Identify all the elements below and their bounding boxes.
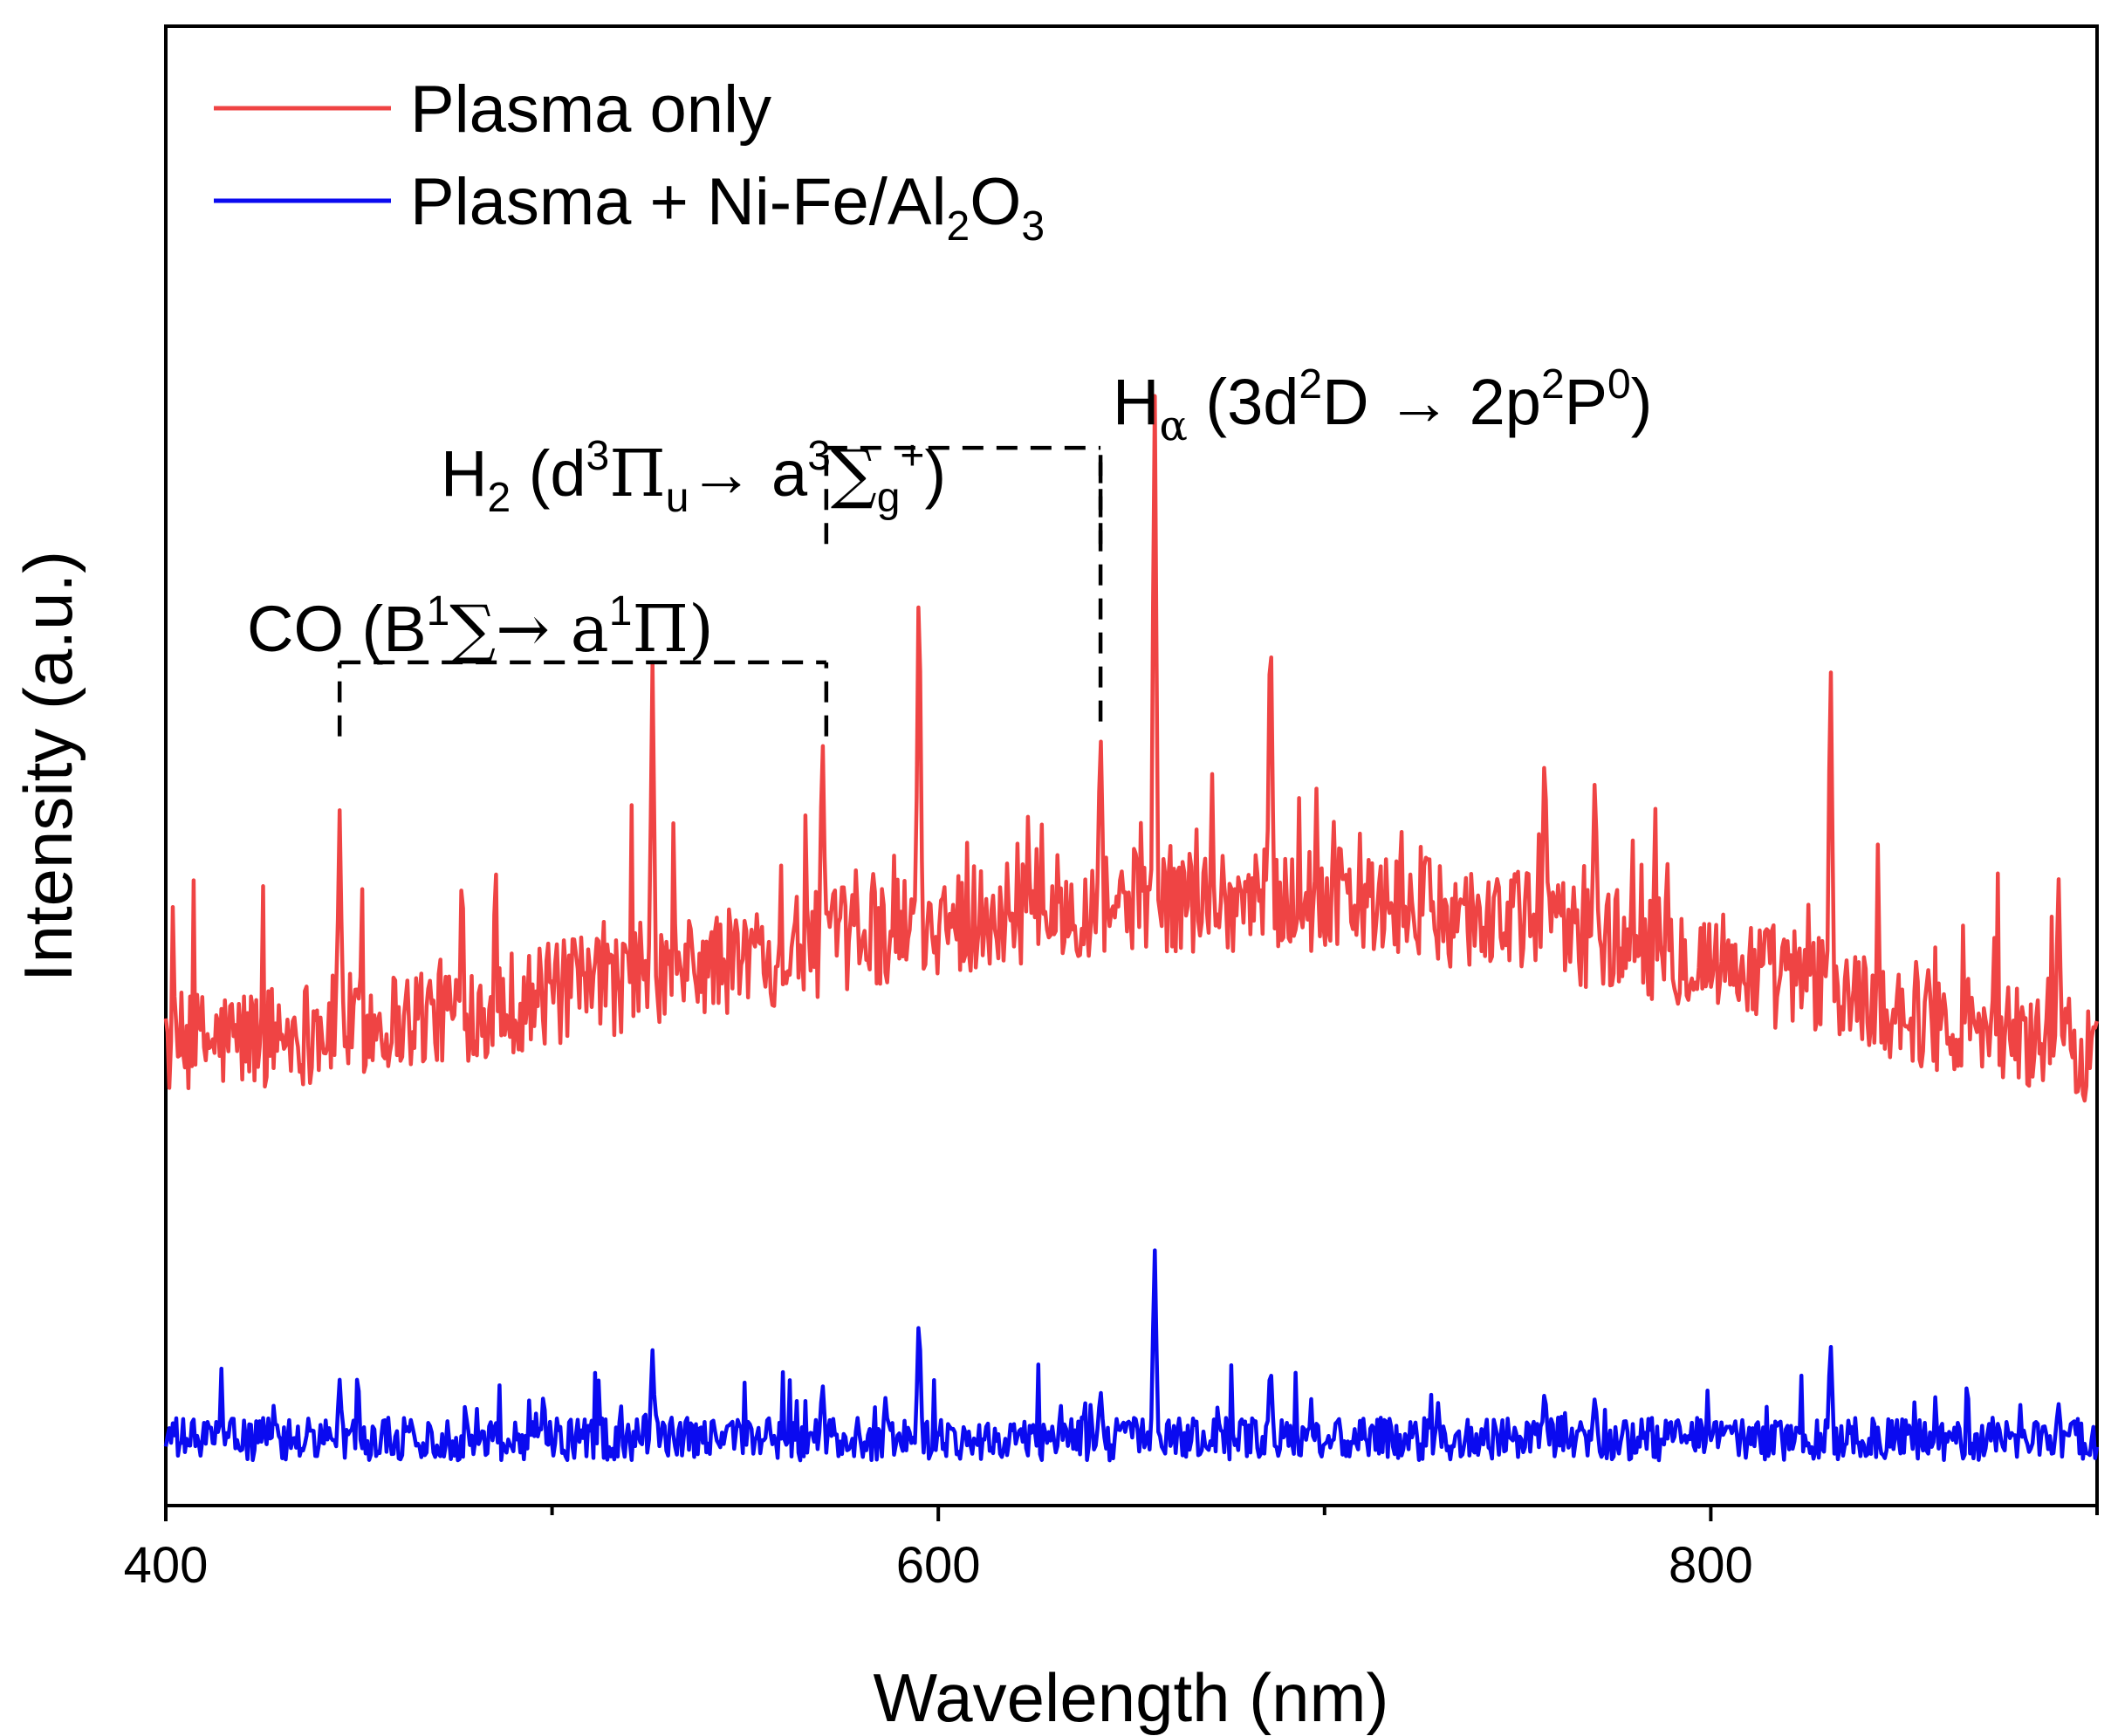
plot-frame (164, 24, 2099, 1507)
annotation-brackets (337, 445, 1103, 737)
legend: Plasma only Plasma + Ni-Fe/Al2O3 (214, 72, 1045, 250)
series-line-plasma-only (163, 394, 2099, 1103)
x-axis-ticks (164, 1506, 2099, 1521)
x-axis-title: Wavelength (nm) (874, 1659, 1389, 1736)
x-axis-tick-labels: 400 600 800 (124, 1537, 1753, 1594)
series-line-plasma-ni-fe (163, 1248, 2100, 1463)
annotation-co: CO (B1∑→ a1Π) (247, 588, 714, 667)
legend-label-plasma-ni-fe: Plasma + Ni-Fe/Al2O3 (410, 165, 1045, 250)
x-tick-label: 400 (124, 1537, 209, 1594)
annotation-h-alpha: Hα (3d2D → 2p2P0) (1113, 361, 1652, 450)
y-axis-title: Intensity (a.u.) (10, 551, 86, 982)
legend-label-plasma-only: Plasma only (410, 72, 771, 147)
annotation-h2: H2 (d3Πu→ a3∑g+) (441, 433, 946, 521)
x-tick-label: 800 (1669, 1537, 1753, 1594)
x-tick-label: 600 (896, 1537, 981, 1594)
